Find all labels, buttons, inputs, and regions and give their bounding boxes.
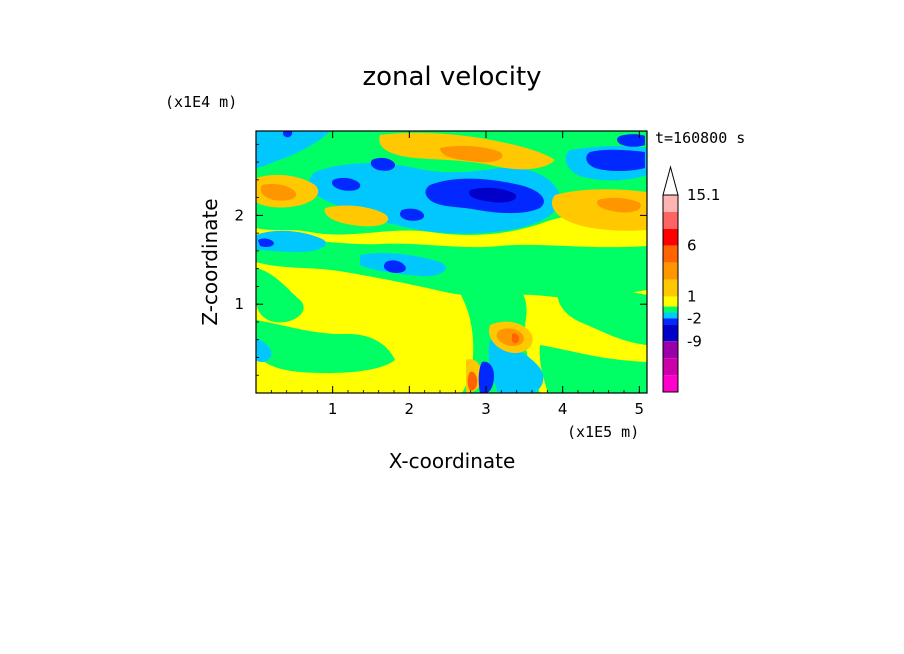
red-spot-bottom	[467, 371, 478, 391]
blue-vortex-topleft	[282, 131, 293, 138]
green-patch-lower-right	[539, 345, 647, 393]
x-tick-label: 4	[558, 400, 568, 418]
blue-vortex-mid	[383, 260, 406, 273]
blue-vortex-small	[399, 208, 425, 221]
colorbar-swatch	[663, 296, 678, 307]
x-axis-unit: (x1E5 m)	[567, 423, 639, 441]
dark-blue-core	[469, 187, 517, 203]
colorbar-swatch	[663, 358, 678, 376]
blue-vortex-topright	[617, 134, 645, 147]
red-spot-lower	[512, 333, 520, 344]
cyan-band-upper	[256, 131, 330, 168]
plot-area	[256, 131, 647, 393]
dark-orange-core-top	[440, 145, 503, 163]
time-label: t=160800 s	[655, 129, 745, 147]
cyan-band-lower-left	[256, 338, 272, 362]
blue-vortex-right	[586, 149, 645, 171]
blue-vortex-upper	[370, 157, 396, 171]
dark-orange-core-left	[260, 183, 297, 201]
cyan-band-left	[256, 230, 327, 252]
blue-vortex-bottom	[478, 361, 494, 393]
x-tick-label: 3	[481, 400, 491, 418]
dark-orange-core-right	[597, 197, 641, 213]
chart-title: zonal velocity	[362, 62, 541, 92]
colorbar-swatch	[663, 262, 678, 280]
colorbar-swatch	[663, 312, 678, 319]
green-patch-left	[256, 268, 304, 323]
colorbar-swatch	[663, 318, 678, 325]
blue-vortex-left	[332, 177, 361, 191]
colorbar-swatch	[663, 195, 678, 212]
colorbar-swatch	[663, 228, 678, 246]
y-axis-unit: (x1E4 m)	[165, 93, 237, 111]
x-tick-label: 1	[328, 400, 338, 418]
blue-vortex-leftedge	[258, 238, 274, 247]
colorbar-swatch	[663, 324, 678, 342]
x-tick-label: 2	[405, 400, 415, 418]
green-patch-right	[557, 280, 647, 345]
colorbar: 15.1 6 1 -2 -9	[662, 165, 720, 393]
y-axis-label: Z-coordinate	[198, 198, 222, 325]
y-tick-label: 1	[234, 295, 244, 313]
colorbar-swatch	[663, 375, 678, 392]
colorbar-label: 15.1	[687, 186, 720, 204]
y-axis-ticks: 12	[234, 143, 647, 376]
colorbar-label: -9	[687, 332, 702, 350]
x-tick-label: 5	[635, 400, 645, 418]
green-patch-lower-left	[256, 320, 395, 374]
colorbar-label: 1	[687, 287, 697, 305]
colorbar-swatch	[663, 211, 678, 229]
colorbar-label: 6	[687, 237, 697, 255]
colorbar-label: -2	[687, 309, 702, 327]
orange-band-mid	[324, 205, 389, 227]
y-tick-label: 2	[234, 206, 244, 224]
colorbar-swatch	[663, 306, 678, 313]
colorbar-swatch	[663, 279, 678, 297]
colorbar-swatch	[663, 341, 678, 359]
x-axis-ticks: 1 2 3 4 5	[270, 131, 645, 418]
colorbar-frame	[662, 194, 679, 393]
x-axis-label: X-coordinate	[389, 449, 516, 473]
plot-frame	[255, 130, 648, 394]
colorbar-swatch	[663, 245, 678, 263]
cyan-band-lower	[488, 340, 544, 393]
colorbar-arrow	[662, 165, 679, 196]
